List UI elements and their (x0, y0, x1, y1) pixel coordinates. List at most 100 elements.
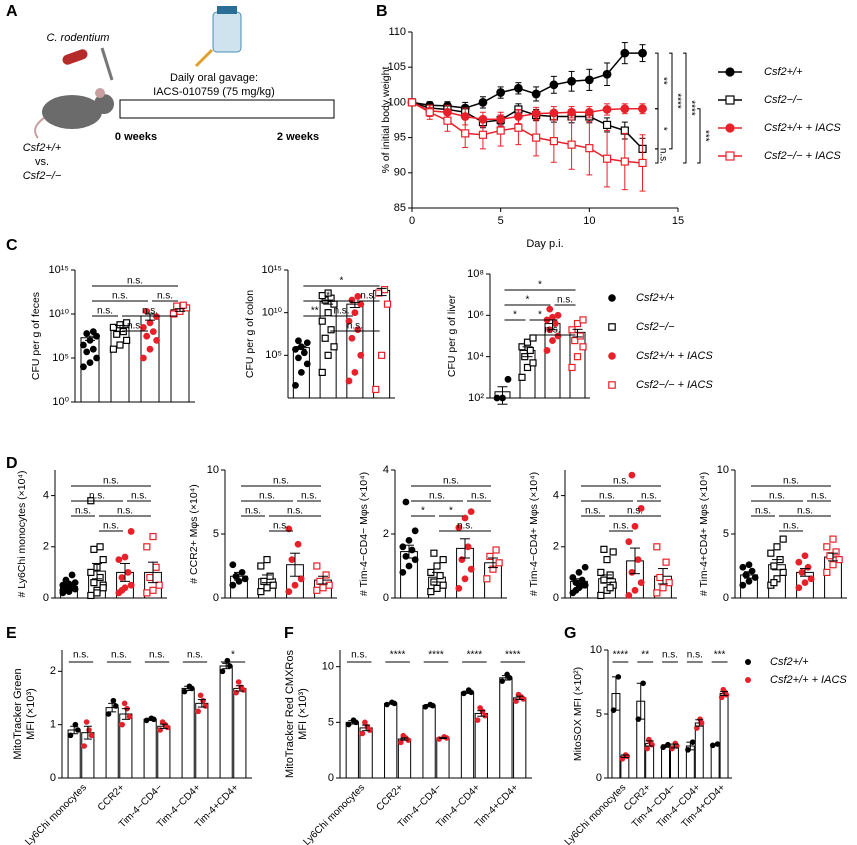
marker (625, 538, 633, 546)
marker (179, 301, 187, 309)
y-tick-label: 4 (383, 464, 389, 476)
point (465, 687, 472, 693)
bar (513, 697, 527, 779)
error-bar (234, 571, 244, 581)
marker (455, 585, 463, 592)
marker (603, 555, 611, 564)
point (350, 717, 357, 723)
y-tick-label: 10¹⁵ (262, 264, 282, 276)
marker (153, 337, 161, 344)
marker (313, 562, 321, 570)
x-tick-label: CCR2+ (96, 782, 127, 813)
marker (568, 363, 576, 372)
marker (478, 130, 488, 139)
marker (602, 120, 612, 130)
marker (823, 568, 831, 577)
marker (745, 577, 753, 585)
bar (233, 687, 247, 779)
marker (751, 574, 759, 581)
marker (149, 586, 157, 594)
x-tick-label: 10 (583, 215, 595, 227)
marker (637, 579, 645, 587)
marker (529, 334, 537, 342)
comparison-label: n.s. (627, 506, 643, 517)
error-bar (772, 559, 782, 571)
comparison-label: * (538, 310, 542, 321)
y-tick-label: 0 (723, 592, 729, 604)
legend-label: Csf2+/+ + IACS (764, 122, 841, 134)
marker (146, 573, 154, 582)
marker (546, 305, 554, 313)
comparison-label: n.s. (599, 491, 615, 502)
y-tick-label: 5 (328, 716, 334, 728)
comparison-label: * (526, 295, 530, 306)
error-bar (159, 723, 168, 729)
bacterium-label: C. rodentium (47, 32, 110, 44)
marker (514, 83, 523, 93)
panel-label: B (376, 3, 388, 20)
marker (567, 76, 576, 86)
significance-label: n.s. (687, 650, 703, 661)
y-axis-label: % of initial body weight (380, 67, 392, 174)
error-bar (400, 737, 409, 741)
y-axis-label: MitoTracker Green (12, 668, 24, 759)
significance-label: * (657, 127, 668, 131)
comparison-label: n.s. (301, 491, 317, 502)
marker (638, 48, 647, 58)
marker (90, 545, 98, 553)
significance-label: ** (641, 650, 649, 661)
point (159, 719, 166, 725)
marker (631, 522, 639, 530)
marker (79, 341, 87, 349)
marker (600, 545, 608, 553)
point (345, 721, 352, 728)
significance-label: n.s. (149, 650, 165, 661)
error-bar (296, 345, 307, 350)
marker (143, 589, 151, 597)
bar (661, 745, 671, 779)
point (126, 713, 133, 720)
error-bar (108, 702, 117, 713)
marker (779, 568, 787, 577)
marker (96, 543, 104, 551)
marker (143, 332, 151, 340)
comparison-label: n.s. (273, 476, 289, 487)
marker (153, 313, 161, 321)
marker (529, 359, 537, 367)
comparison-label: n.s. (557, 295, 573, 306)
comparison-label: * (538, 280, 542, 291)
comparison-label: n.s. (103, 521, 119, 532)
marker (725, 67, 735, 77)
marker (122, 336, 131, 344)
comparison-label: n.s. (127, 321, 143, 332)
x-tick-label: CCR2+ (374, 782, 405, 813)
marker (804, 563, 812, 571)
point (75, 727, 81, 733)
marker (433, 562, 441, 570)
point (105, 711, 112, 717)
marker (257, 562, 265, 570)
y-tick-label: 10⁴ (467, 351, 484, 363)
marker (322, 571, 330, 579)
point (474, 717, 481, 723)
point (121, 700, 128, 707)
marker (345, 317, 353, 325)
comparison-label: n.s. (89, 491, 105, 502)
marker (330, 343, 338, 351)
bottle-cap (217, 6, 237, 14)
marker (467, 508, 475, 516)
marker (608, 381, 616, 389)
error-bar (348, 720, 357, 725)
point (697, 716, 703, 722)
significance-label: *** (699, 130, 710, 142)
comparison-label: n.s. (613, 476, 629, 487)
error-bar (711, 743, 720, 746)
y-tick-label: 85 (394, 202, 406, 214)
marker (87, 568, 95, 577)
marker (620, 104, 630, 114)
marker (549, 337, 556, 344)
y-tick-label: 0 (43, 592, 49, 604)
marker (269, 581, 277, 589)
marker (742, 571, 750, 579)
